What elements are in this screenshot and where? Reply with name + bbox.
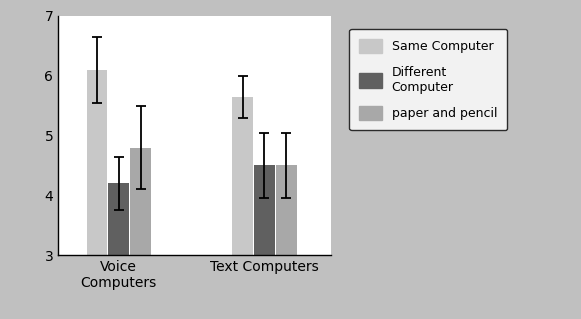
Bar [130,148,151,255]
Bar [254,166,275,255]
Bar [87,70,107,255]
Bar [232,97,253,255]
Bar [109,183,129,255]
Legend: Same Computer, Different
Computer, paper and pencil: Same Computer, Different Computer, paper… [349,29,507,130]
Bar [276,166,297,255]
